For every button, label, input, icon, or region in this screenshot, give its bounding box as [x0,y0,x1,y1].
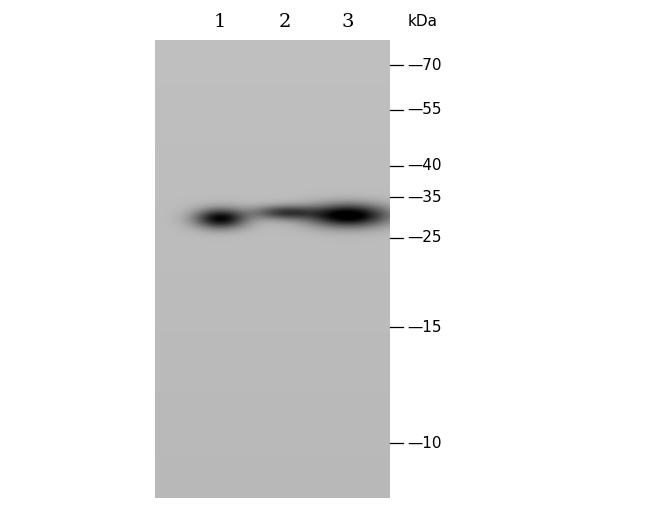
Text: —15: —15 [407,319,441,334]
Text: —55: —55 [407,102,441,118]
Text: 1: 1 [214,13,226,31]
Text: —35: —35 [407,189,441,204]
Text: —70: —70 [407,58,441,72]
Text: 2: 2 [279,13,291,31]
Text: 3: 3 [342,13,354,31]
Text: —40: —40 [407,159,441,174]
Text: —10: —10 [407,436,441,450]
Text: kDa: kDa [408,15,438,30]
Text: —25: —25 [407,230,441,245]
